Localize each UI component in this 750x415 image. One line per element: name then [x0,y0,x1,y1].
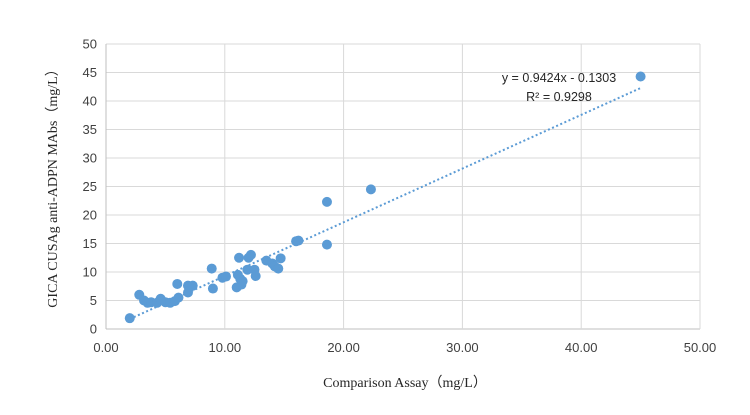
y-tick-label: 45 [83,65,97,80]
y-tick-label: 10 [83,265,97,280]
trendline [129,87,642,320]
data-point [635,71,646,82]
data-point [365,184,376,195]
data-point [124,313,135,324]
y-tick-label: 50 [83,37,97,52]
y-axis-ticks: 0 5 10 15 20 25 30 35 40 45 50 [83,37,97,337]
x-axis-title: Comparison Assay（mg/L） [323,375,487,391]
x-tick-label: 50.00 [684,340,717,355]
data-point [321,239,332,250]
x-tick-label: 10.00 [209,340,242,355]
data-point [220,271,231,282]
gridlines [105,43,701,330]
x-tick-label: 30.00 [446,340,479,355]
data-point [250,270,261,281]
data-point [273,263,284,274]
y-axis-title: GICA CUSAg anti-ADPN MAbs（mg/L） [45,62,61,307]
x-axis-ticks: 0.00 10.00 20.00 30.00 40.00 50.00 [93,340,716,355]
y-tick-label: 5 [90,293,97,308]
x-tick-label: 0.00 [93,340,118,355]
data-point [206,263,217,274]
trendline-equation: y = 0.9424x - 0.1303 [502,71,616,85]
data-point [187,280,198,291]
x-tick-label: 20.00 [327,340,360,355]
data-points [124,71,646,324]
y-tick-label: 30 [83,151,97,166]
data-point [234,252,245,263]
trendline-group [129,87,642,320]
data-point [275,253,286,264]
data-point [237,276,248,287]
data-point [245,249,256,260]
trendline-r-squared: R² = 0.9298 [526,90,592,104]
y-tick-label: 25 [83,179,97,194]
y-tick-label: 15 [83,236,97,251]
x-tick-label: 40.00 [565,340,598,355]
data-point [321,196,332,207]
data-point [242,264,253,275]
y-tick-label: 20 [83,208,97,223]
y-tick-label: 0 [90,322,97,337]
data-point [173,292,184,303]
y-tick-label: 35 [83,122,97,137]
data-point [293,235,304,246]
data-point [207,283,218,294]
data-point [172,278,183,289]
y-tick-label: 40 [83,94,97,109]
